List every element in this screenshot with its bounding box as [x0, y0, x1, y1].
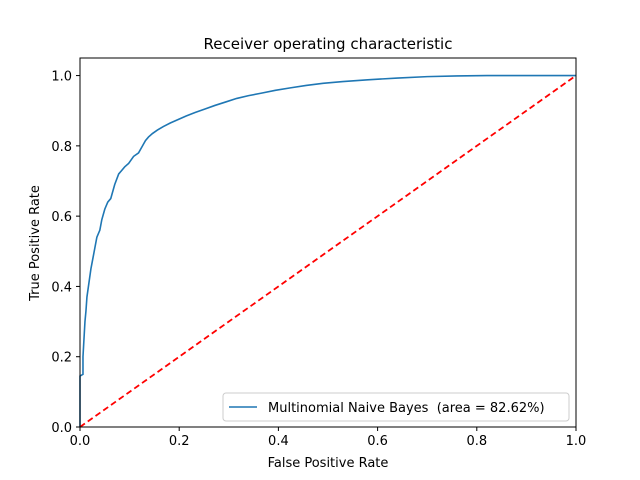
y-tick-label: 0.4	[51, 280, 72, 295]
x-axis-ticks: 0.0 0.2 0.4 0.6 0.8 1.0	[70, 427, 587, 449]
x-tick-label: 0.6	[367, 434, 388, 449]
chart-title: Receiver operating characteristic	[204, 35, 453, 53]
axes-frame	[79, 57, 577, 428]
y-tick-label: 0.8	[51, 140, 72, 155]
legend: Multinomial Naive Bayes (area = 82.62%)	[222, 392, 570, 422]
y-tick-label: 0.6	[51, 210, 72, 225]
legend-box	[222, 392, 570, 422]
x-axis-label: False Positive Rate	[268, 456, 389, 471]
x-tick-label: 0.2	[169, 434, 190, 449]
x-tick-label: 1.0	[566, 434, 587, 449]
y-tick-label: 0.0	[51, 421, 72, 436]
legend-label-roc: Multinomial Naive Bayes (area = 82.62%)	[268, 401, 545, 416]
y-axis-ticks: 0.0 0.2 0.4 0.6 0.8 1.0	[51, 70, 80, 436]
x-tick-label: 0.8	[466, 434, 487, 449]
x-tick-label: 0.4	[268, 434, 289, 449]
y-tick-label: 1.0	[51, 70, 72, 85]
roc-curve-line	[79, 74, 576, 427]
y-tick-label: 0.2	[51, 351, 72, 366]
chance-diagonal-line	[79, 74, 577, 428]
y-axis-label: True Positive Rate	[28, 185, 43, 302]
x-tick-label: 0.0	[70, 434, 91, 449]
plot-area	[79, 57, 577, 428]
